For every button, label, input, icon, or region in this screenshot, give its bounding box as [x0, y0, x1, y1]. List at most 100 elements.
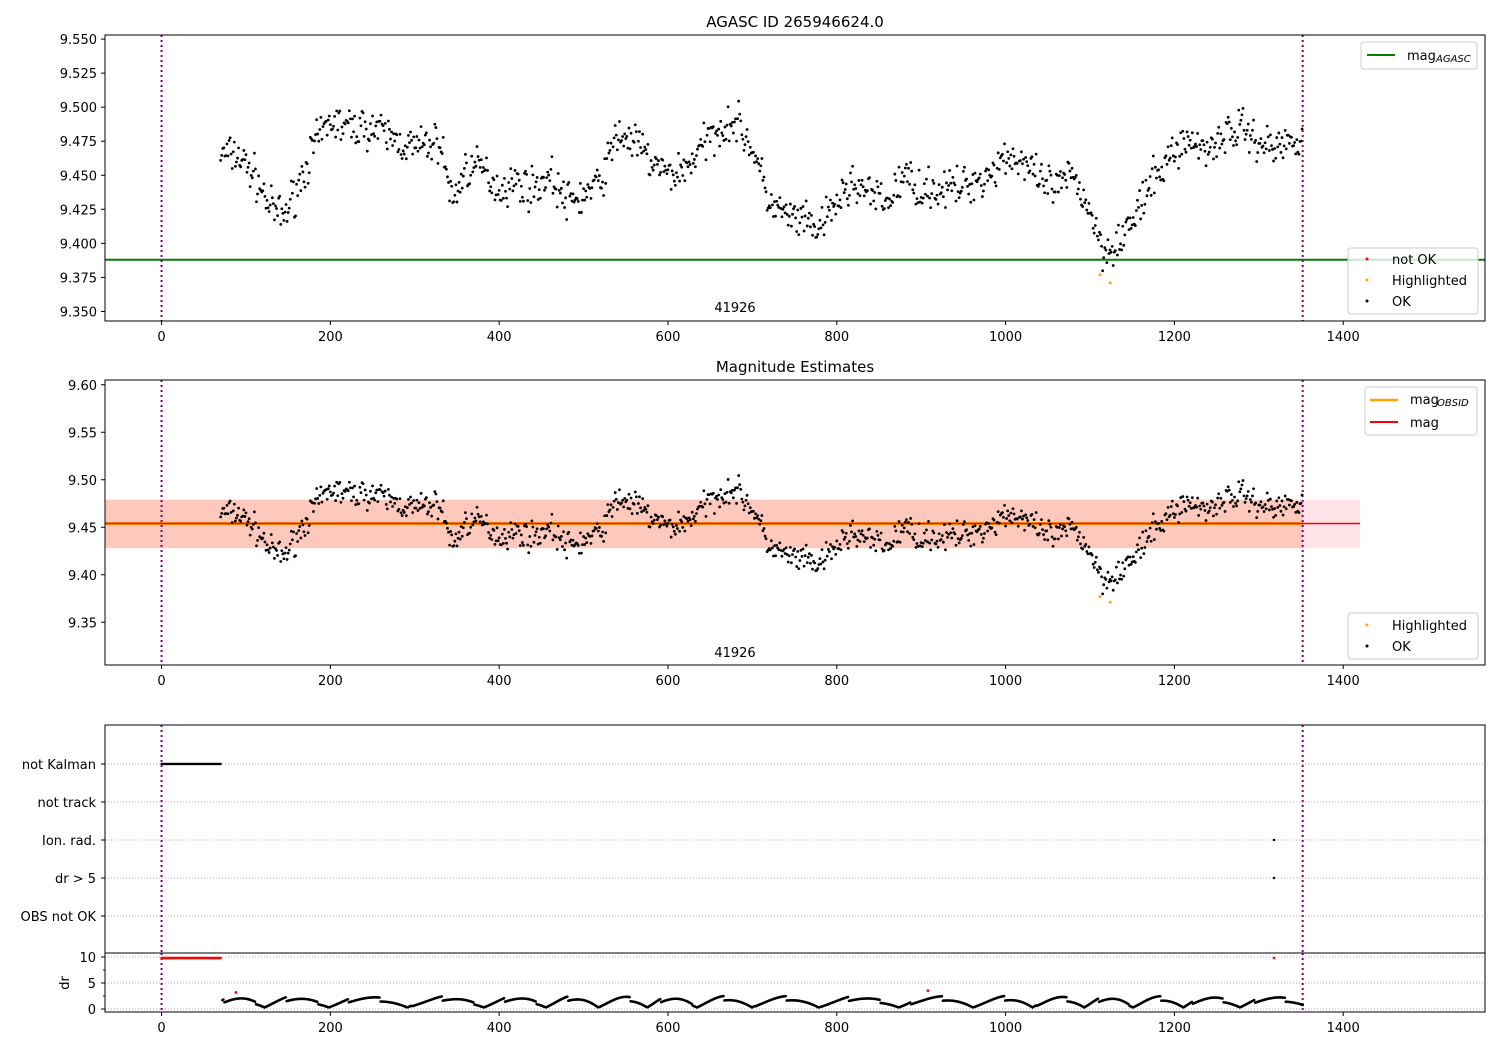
ok-point: [819, 226, 823, 230]
ok-point: [245, 170, 249, 174]
ok-point: [785, 553, 789, 556]
ok-point: [371, 114, 374, 118]
ok-point: [1217, 125, 1221, 129]
ok-point: [440, 152, 444, 155]
ok-point: [682, 158, 686, 162]
ok-point: [1253, 141, 1256, 144]
ok-point: [542, 527, 545, 531]
ok-point: [352, 495, 355, 499]
ok-point: [1166, 505, 1170, 509]
ok-point: [1196, 496, 1200, 500]
ok-point: [644, 148, 648, 151]
ok-point: [1158, 175, 1162, 179]
ok-point: [369, 122, 372, 126]
dr-point: [1002, 994, 1006, 998]
ok-point: [424, 131, 428, 135]
ok-point: [283, 210, 287, 214]
ok-point: [861, 533, 865, 537]
ok-point: [422, 143, 426, 147]
ok-point: [995, 520, 999, 524]
dr-point: [1065, 995, 1068, 999]
ok-point: [519, 533, 523, 537]
ok-point: [1055, 525, 1059, 529]
ok-point: [361, 482, 365, 486]
ok-point: [882, 549, 886, 552]
ok-point: [683, 179, 687, 183]
ok-point: [570, 199, 574, 203]
ok-point: [726, 478, 730, 481]
ok-point: [535, 176, 539, 179]
ok-point: [1176, 504, 1179, 508]
ok-point: [760, 157, 764, 160]
ok-point: [422, 504, 426, 508]
ok-point: [584, 536, 588, 540]
ok-point: [729, 491, 733, 495]
ok-point: [608, 508, 612, 512]
ok-point: [625, 498, 629, 502]
ok-point: [510, 177, 514, 180]
ok-point: [457, 530, 461, 534]
ok-point: [632, 502, 636, 506]
ok-point: [242, 508, 246, 512]
ok-point: [234, 519, 237, 523]
ok-point: [784, 546, 788, 550]
ok-point: [446, 526, 449, 530]
ok-point: [476, 155, 480, 158]
ok-point: [1273, 507, 1277, 510]
ok-point: [899, 180, 903, 184]
ok-point: [1258, 141, 1262, 145]
ok-point: [897, 165, 901, 169]
ok-point: [1246, 122, 1250, 126]
ok-point: [284, 546, 288, 550]
ok-point: [1022, 514, 1025, 518]
ok-point: [1278, 504, 1282, 507]
ok-point: [1097, 238, 1100, 242]
ok-point: [878, 192, 882, 195]
ok-point: [1149, 539, 1153, 543]
ok-point: [315, 118, 319, 122]
ok-point: [666, 168, 670, 172]
ok-point: [391, 144, 395, 147]
ok-point: [338, 109, 342, 113]
ok-point: [1254, 501, 1258, 505]
ok-point: [461, 174, 465, 178]
ok-point: [939, 538, 943, 541]
ok-point: [469, 173, 473, 177]
ok-point: [833, 546, 837, 549]
ok-point: [677, 151, 680, 155]
ok-point: [888, 197, 891, 201]
ok-point: [554, 187, 558, 191]
ok-point: [935, 539, 939, 543]
ok-point: [592, 178, 596, 182]
ok-point: [1070, 520, 1074, 524]
ok-point: [402, 152, 406, 156]
ok-point: [1045, 529, 1049, 533]
ok-point: [816, 233, 820, 236]
ok-point: [901, 180, 905, 184]
ok-point: [493, 198, 497, 202]
ok-point: [1238, 123, 1242, 126]
ok-point: [901, 530, 905, 534]
ok-point: [1248, 498, 1252, 501]
ok-point: [585, 541, 589, 544]
ok-point: [932, 531, 936, 535]
ok-point: [1233, 130, 1236, 134]
ok-point: [1126, 555, 1130, 559]
ok-point: [1094, 555, 1098, 559]
ok-point: [648, 173, 652, 177]
ok-point: [347, 109, 351, 113]
ok-point: [1091, 562, 1095, 566]
ok-point: [420, 145, 424, 149]
dr-not-ok-point: [234, 990, 238, 994]
ok-point: [1241, 106, 1245, 110]
ok-point: [1247, 151, 1251, 154]
dr-point: [846, 995, 850, 999]
ok-point: [1265, 491, 1269, 495]
ok-point: [959, 536, 963, 540]
ok-point: [1259, 137, 1263, 141]
ok-point: [1069, 527, 1073, 531]
x-tick-label: 0: [157, 674, 165, 689]
ok-point: [609, 141, 613, 145]
ok-point: [1178, 154, 1182, 158]
ok-point: [565, 218, 569, 221]
